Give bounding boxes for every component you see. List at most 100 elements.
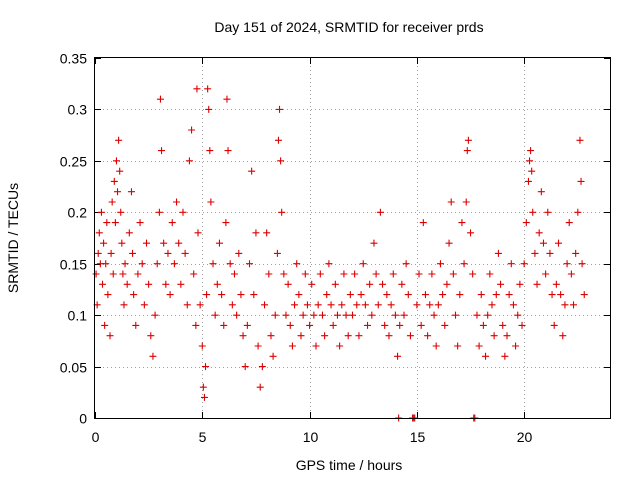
data-point (528, 167, 536, 175)
data-point (366, 280, 374, 288)
data-point (516, 280, 524, 288)
data-point (192, 321, 200, 329)
data-point (456, 291, 464, 299)
data-point (544, 208, 552, 216)
data-point (223, 95, 231, 103)
data-point (452, 311, 459, 319)
data-point (288, 342, 296, 350)
data-point (179, 208, 187, 216)
data-point (490, 332, 498, 340)
data-point (368, 311, 376, 319)
data-point (204, 85, 212, 93)
data-point (400, 311, 408, 319)
data-point (389, 270, 397, 278)
data-point (293, 260, 301, 268)
data-point (175, 239, 183, 247)
data-point (218, 291, 226, 299)
chart-title: Day 151 of 2024, SRMTID for receiver prd… (214, 19, 483, 35)
data-point (233, 311, 241, 319)
x-tick-label: 15 (410, 429, 426, 445)
data-point (387, 301, 395, 309)
data-point (129, 249, 137, 257)
data-point (353, 301, 361, 309)
data-point (108, 198, 116, 206)
data-point (331, 280, 339, 288)
data-points (92, 85, 588, 422)
data-point (170, 260, 178, 268)
data-point (235, 249, 243, 257)
data-point (436, 260, 444, 268)
data-point (374, 301, 382, 309)
y-tick-label: 0.15 (60, 257, 87, 273)
data-point (153, 260, 161, 268)
data-point (417, 321, 425, 329)
data-point (391, 311, 399, 319)
data-point (134, 270, 142, 278)
data-point (321, 332, 329, 340)
data-point (145, 280, 153, 288)
data-point (112, 157, 120, 165)
data-point (276, 105, 284, 113)
data-point (439, 291, 447, 299)
data-point (533, 280, 541, 288)
data-point (118, 239, 126, 247)
data-point (559, 332, 567, 340)
data-point (329, 321, 337, 329)
axis-ticks: 0 0.05 0.1 0.15 0.2 0.25 0.3 0.35 0 5 10 15 20 (60, 51, 610, 445)
data-point (462, 198, 470, 206)
data-point (188, 126, 196, 134)
data-point (524, 177, 532, 185)
data-point (101, 321, 109, 329)
data-point (226, 260, 234, 268)
data-point (404, 291, 412, 299)
data-point (563, 260, 571, 268)
data-point (213, 280, 221, 288)
data-point (447, 198, 455, 206)
data-point (426, 301, 434, 309)
data-point (379, 280, 387, 288)
data-point (398, 280, 406, 288)
data-point (499, 321, 507, 329)
data-point (261, 301, 269, 309)
data-point (106, 332, 114, 340)
data-point (316, 270, 324, 278)
data-point (449, 270, 457, 278)
data-point (542, 270, 550, 278)
data-point (120, 301, 128, 309)
plot-frame (94, 57, 611, 419)
data-point (460, 260, 468, 268)
data-point (467, 229, 475, 237)
data-point (355, 332, 363, 340)
data-point (162, 280, 170, 288)
data-point (376, 208, 384, 216)
data-point (111, 219, 119, 227)
data-point (535, 229, 543, 237)
data-point (252, 229, 260, 237)
data-point (357, 291, 365, 299)
data-point (237, 291, 245, 299)
data-point (209, 260, 217, 268)
data-point (185, 157, 193, 165)
data-point (419, 219, 427, 227)
data-point (136, 219, 144, 227)
data-point (263, 229, 271, 237)
data-point (539, 239, 547, 247)
data-point (434, 301, 442, 309)
data-point (349, 311, 356, 319)
data-point (202, 363, 210, 371)
data-point (224, 147, 232, 155)
data-point (413, 301, 421, 309)
data-point (151, 311, 159, 319)
data-point (501, 352, 509, 360)
data-point (274, 136, 282, 144)
data-point (299, 311, 307, 319)
data-point (548, 291, 556, 299)
data-point (241, 363, 249, 371)
data-point (318, 311, 326, 319)
data-point (531, 249, 539, 257)
data-point (445, 239, 453, 247)
data-point (164, 249, 172, 257)
data-point (482, 352, 490, 360)
